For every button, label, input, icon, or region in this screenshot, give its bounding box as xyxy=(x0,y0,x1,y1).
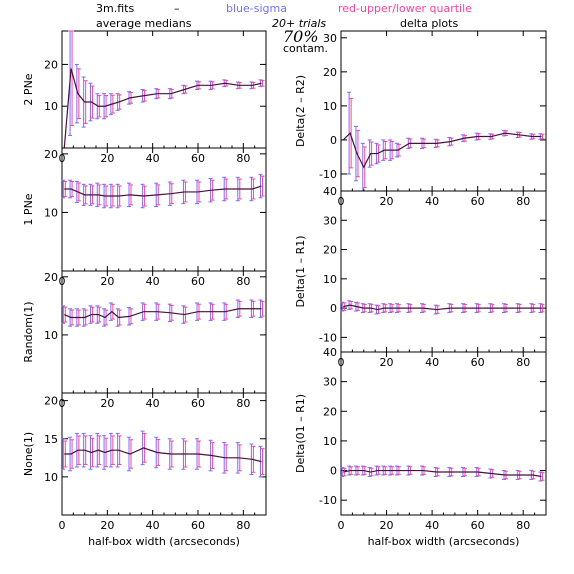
x-tick-label: 40 xyxy=(146,519,160,532)
x-tick-label: 80 xyxy=(236,397,250,410)
x-tick-label: 40 xyxy=(425,519,439,532)
y-tick-label: 10 xyxy=(44,329,58,342)
plot-frame xyxy=(340,190,547,353)
title-dash: – xyxy=(174,2,180,15)
plot-frame xyxy=(61,147,267,272)
left-column-title: average medians xyxy=(96,17,192,30)
trials-label: 20+ trials xyxy=(272,17,326,30)
y-tick-label: 0 xyxy=(330,134,337,147)
x-tick-label: 20 xyxy=(100,152,114,165)
x-tick-label: 80 xyxy=(236,519,250,532)
x-tick-label: 40 xyxy=(146,152,160,165)
x-tick-label: 80 xyxy=(516,356,530,369)
y-tick-label: 10 xyxy=(44,100,58,113)
file-title: 3m.fits xyxy=(96,2,134,15)
x-tick-label: 40 xyxy=(146,397,160,410)
plot-frame xyxy=(340,30,547,192)
y-tick-label: -10 xyxy=(319,331,337,344)
x-tick-label: 40 xyxy=(425,195,439,208)
red-quartile-legend: red-upper/lower quartile xyxy=(338,2,472,15)
y-tick-label: 30 xyxy=(323,376,337,389)
y-tick-label: 0 xyxy=(330,465,337,478)
y-tick-label: 10 xyxy=(323,435,337,448)
y-tick-label: 0 xyxy=(330,302,337,315)
panels: 0 20 40 60 80 10 20 2 PNe 0 20 40 60 80 10 20 1 PNe 0 20 4… xyxy=(22,30,547,548)
x-tick-label: 80 xyxy=(516,195,530,208)
x-tick-label: 20 xyxy=(380,519,394,532)
median-series-line xyxy=(64,447,262,463)
y-tick-label: 20 xyxy=(44,395,58,408)
x-tick-label: 0 xyxy=(338,519,345,532)
x-tick-label: 80 xyxy=(236,152,250,165)
y-tick-label: 30 xyxy=(323,214,337,227)
y-axis-label: Random(1) xyxy=(22,301,35,362)
x-tick-label: 20 xyxy=(100,519,114,532)
contamination-percent: 70% xyxy=(283,27,319,46)
x-tick-label: 20 xyxy=(100,397,114,410)
x-tick-label: 60 xyxy=(471,519,485,532)
x-tick-label: 60 xyxy=(471,356,485,369)
y-axis-label: Delta(01 – R1) xyxy=(294,394,307,473)
y-tick-label: 10 xyxy=(44,206,58,219)
median-series-line xyxy=(64,185,262,197)
x-tick-label: 60 xyxy=(191,275,205,288)
x-tick-label: 0 xyxy=(59,519,66,532)
x-tick-label: 80 xyxy=(236,275,250,288)
y-tick-label: 10 xyxy=(323,273,337,286)
y-axis-label: None(1) xyxy=(22,432,35,476)
y-tick-label: 10 xyxy=(44,471,58,484)
median-series-line xyxy=(343,304,542,311)
y-tick-label: 40 xyxy=(323,185,337,198)
blue-sigma-legend: blue-sigma xyxy=(226,2,287,15)
x-tick-label: 60 xyxy=(471,195,485,208)
y-tick-label: 20 xyxy=(44,271,58,284)
y-tick-label: 20 xyxy=(323,405,337,418)
y-tick-label: 10 xyxy=(323,100,337,113)
y-tick-label: 40 xyxy=(323,346,337,359)
x-tick-label: 20 xyxy=(380,356,394,369)
y-tick-label: 30 xyxy=(323,32,337,45)
y-tick-label: 20 xyxy=(323,66,337,79)
plot-frame xyxy=(61,270,267,394)
y-tick-label: 15 xyxy=(44,433,58,446)
x-tick-label: 60 xyxy=(191,519,205,532)
x-tick-label: 60 xyxy=(191,397,205,410)
median-series-line xyxy=(342,132,542,169)
x-tick-label: 80 xyxy=(516,519,530,532)
x-tick-label: 40 xyxy=(425,356,439,369)
y-tick-label: -10 xyxy=(319,168,337,181)
plot-frame xyxy=(340,351,547,516)
median-series-line xyxy=(343,469,542,478)
y-axis-label: Delta(2 – R2) xyxy=(294,75,307,147)
y-tick-label: 20 xyxy=(44,58,58,71)
x-tick-label: 20 xyxy=(100,275,114,288)
median-series-line xyxy=(64,308,262,319)
y-tick-label: -10 xyxy=(319,494,337,507)
x-tick-label: 60 xyxy=(191,152,205,165)
right-column-title: delta plots xyxy=(400,17,458,30)
panel-none: 0 20 40 60 80 10 15 20 None(1) half-box width (ar… xyxy=(22,392,267,548)
x-axis-label: half-box width (arcseconds) xyxy=(88,535,240,548)
x-axis-label: half-box width (arcseconds) xyxy=(368,535,520,548)
x-tick-label: 40 xyxy=(146,275,160,288)
y-axis-label: 1 PNe xyxy=(22,193,35,225)
y-axis-label: 2 PNe xyxy=(22,73,35,105)
y-tick-label: 20 xyxy=(44,148,58,161)
y-axis-label: Delta(1 – R1) xyxy=(294,235,307,307)
x-tick-label: 20 xyxy=(380,195,394,208)
y-tick-label: 20 xyxy=(323,244,337,257)
contamination-label: contam. xyxy=(283,42,328,55)
median-series-line xyxy=(63,68,262,149)
